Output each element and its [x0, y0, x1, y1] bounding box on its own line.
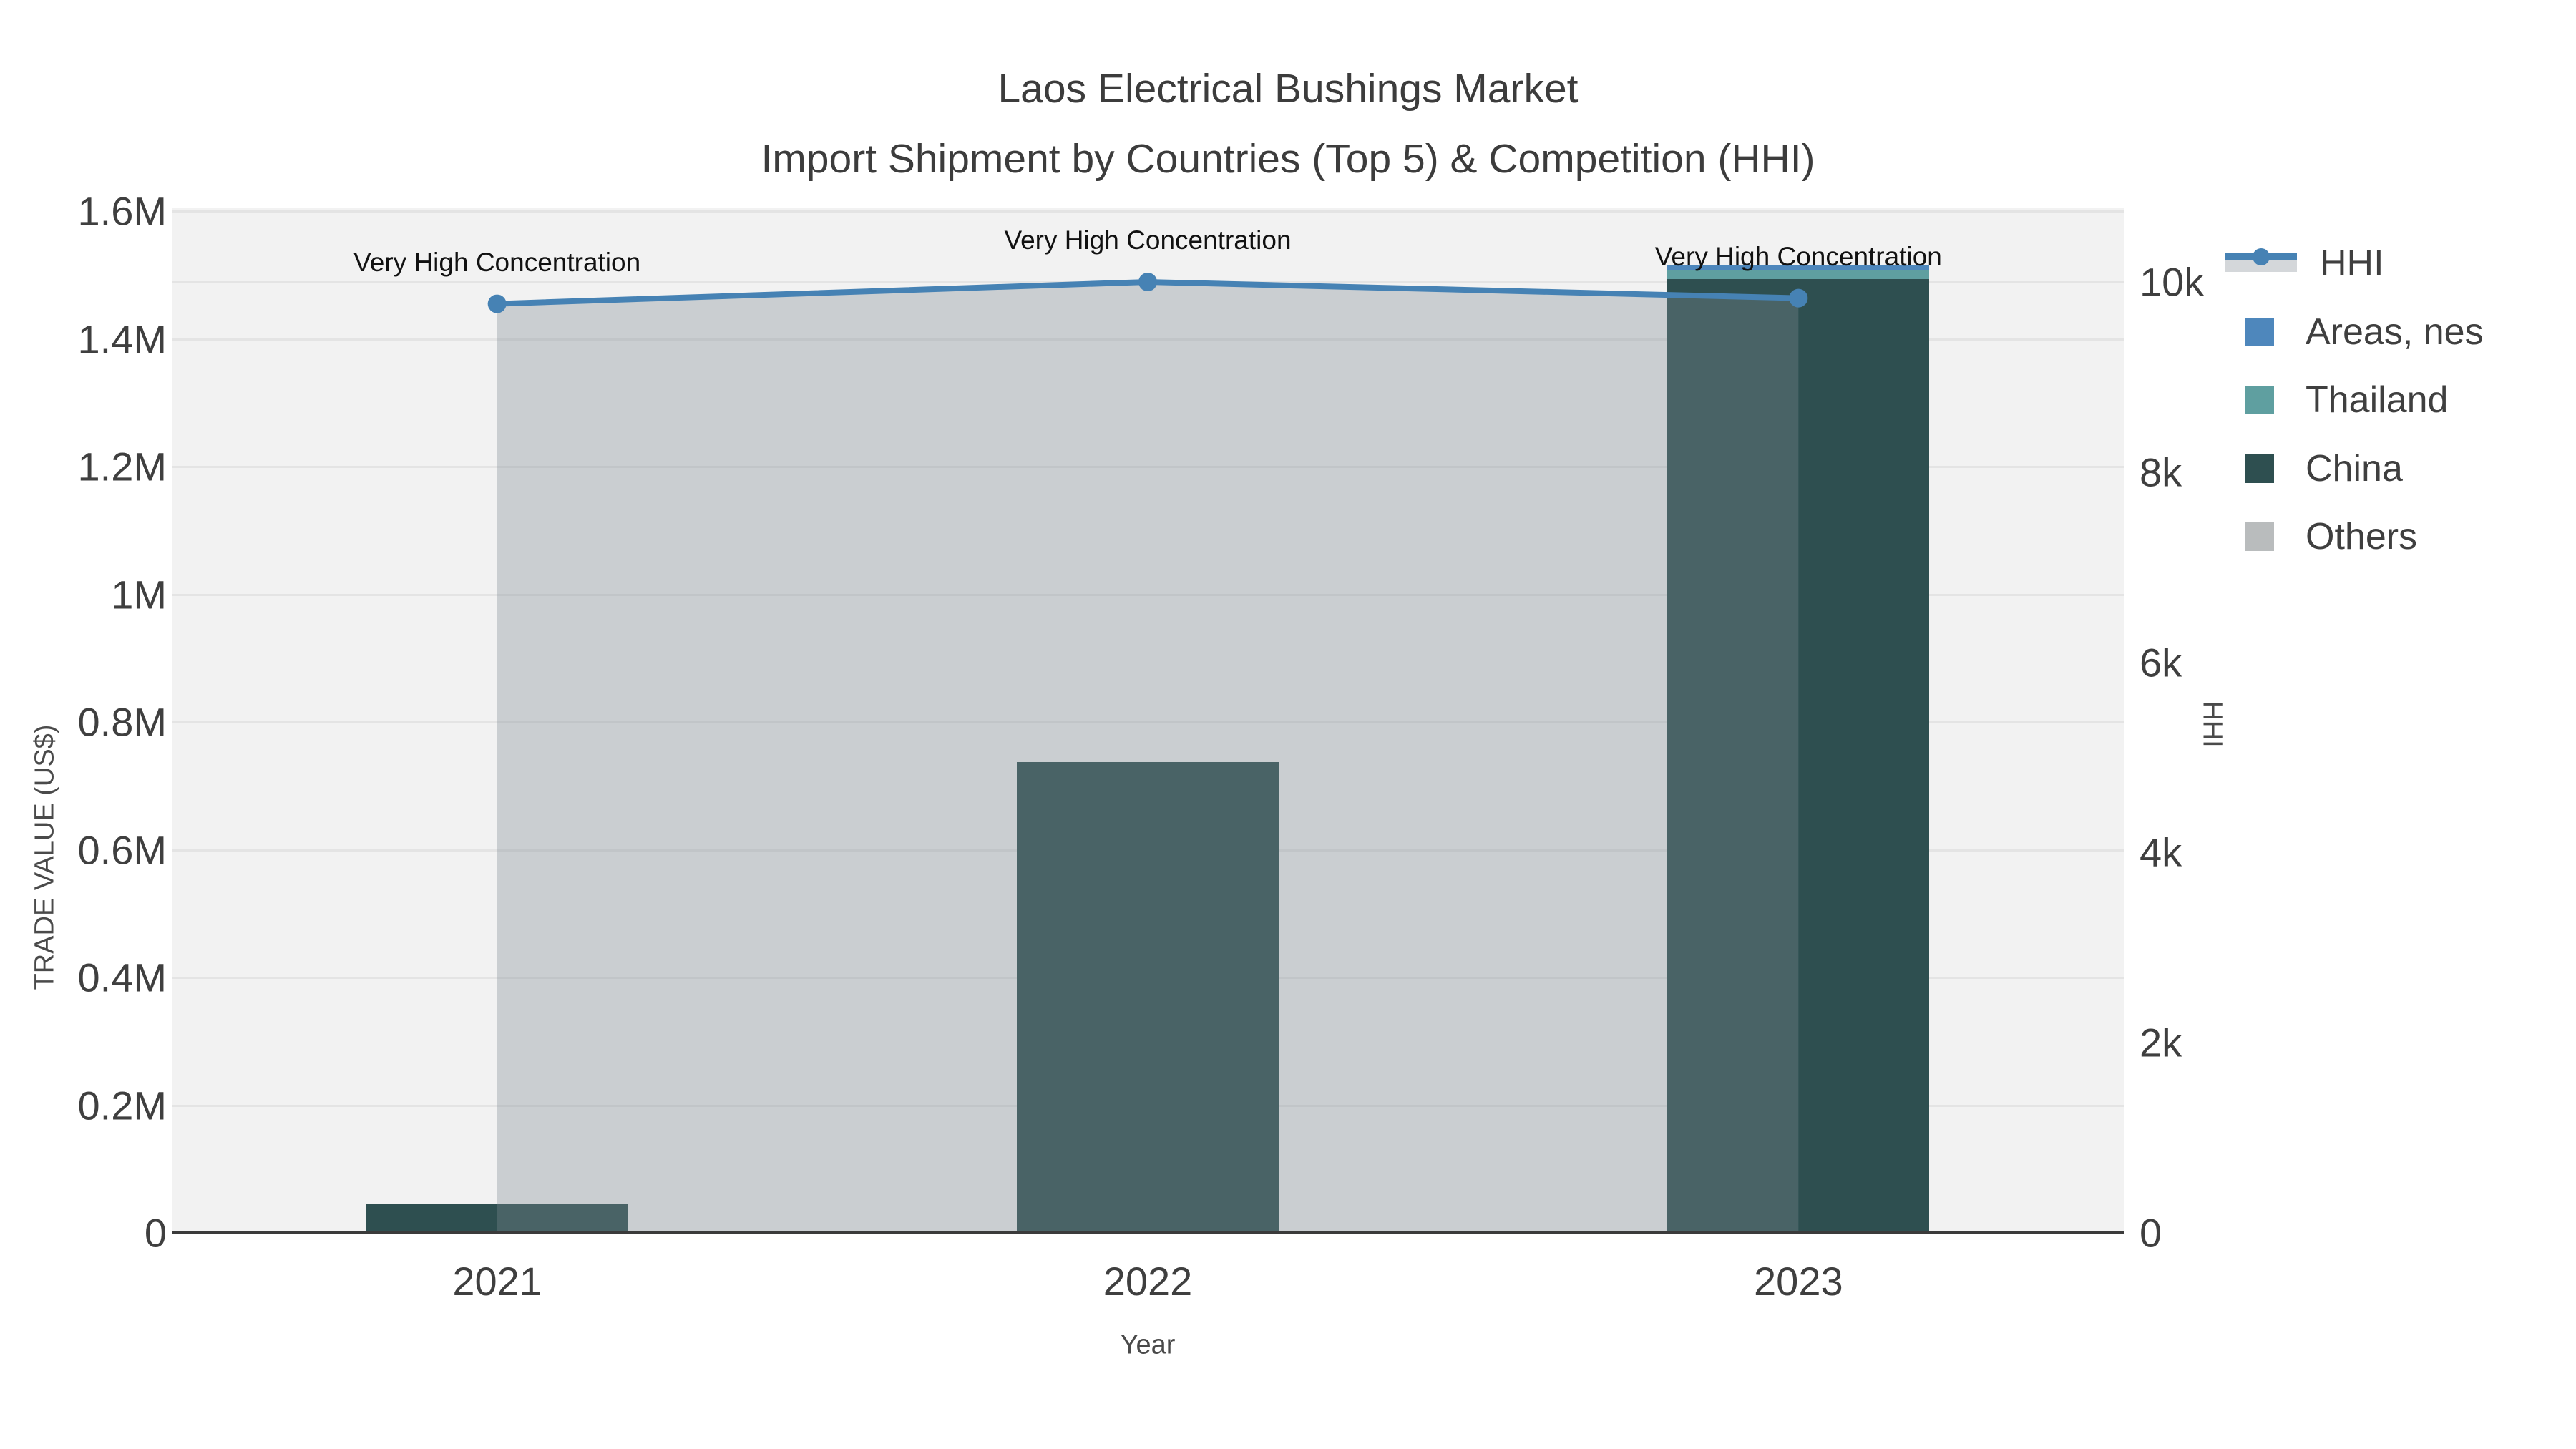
legend-item-thailand[interactable]: Thailand [2225, 379, 2449, 421]
hhi-marker-2022 [1138, 273, 1157, 291]
chart-header: Laos Electrical Bushings Market Import S… [0, 63, 2576, 185]
hhi-marker-2021 [487, 294, 507, 313]
hhi-legend-swatch-icon [2225, 248, 2297, 273]
left-axis-tick: 1.2M [77, 444, 167, 489]
left-axis-tick: 0.2M [77, 1083, 167, 1128]
chart-subtitle: Import Shipment by Countries (Top 5) & C… [761, 136, 1815, 182]
legend-item-areas-nes[interactable]: Areas, nes [2225, 311, 2484, 353]
legend-label: China [2306, 448, 2403, 489]
hhi-area-fill [497, 282, 1799, 1233]
legend-label: Others [2306, 516, 2418, 557]
legend-item-others[interactable]: Others [2225, 516, 2418, 557]
bar-segment-areas-nes-2023 [1667, 264, 1930, 270]
gridline [172, 721, 2124, 723]
hhi-marker-2023 [1789, 288, 1808, 308]
right-axis-tick: 0 [2140, 1210, 2162, 1256]
legend-label: HHI [2320, 243, 2384, 284]
legend-item-hhi[interactable]: HHI [2225, 243, 2384, 284]
left-axis-tick: 1M [111, 572, 167, 617]
gridline [172, 210, 2124, 213]
x-axis-title: Year [1120, 1330, 1176, 1360]
left-axis-title: TRADE VALUE (US$) [29, 724, 60, 990]
plot-area: Very High Concentration Very High Concent… [172, 208, 2124, 1233]
annotation-label-2023: Very High Concentration [1654, 241, 1942, 271]
gridline [172, 593, 2124, 596]
bar-segment-thailand-2023 [1667, 270, 1930, 279]
left-axis-tick: 0 [144, 1210, 167, 1256]
x-axis-tick-2023: 2023 [1754, 1259, 1843, 1304]
right-axis-tick: 10k [2140, 259, 2205, 305]
left-axis-tick: 0.8M [77, 699, 167, 745]
legend-swatch-icon [2245, 454, 2274, 483]
legend-swatch-icon [2245, 386, 2274, 414]
gridline [172, 338, 2124, 341]
right-axis-tick: 4k [2140, 829, 2182, 875]
legend-swatch-icon [2245, 318, 2274, 346]
bar-segment-china-2021 [366, 1203, 628, 1233]
bar-segment-china-2022 [1017, 762, 1279, 1233]
gridline [172, 466, 2124, 468]
hhi-line-layer [487, 273, 1808, 1233]
right-axis-tick: 2k [2140, 1020, 2182, 1065]
annotation-label-2022: Very High Concentration [1004, 225, 1292, 255]
legend-label: Thailand [2306, 379, 2449, 421]
left-axis-tick: 0.4M [77, 955, 167, 1000]
legend-item-china[interactable]: China [2225, 448, 2403, 489]
left-axis-tick: 1.4M [77, 316, 167, 361]
legend-swatch-icon [2245, 522, 2274, 551]
x-axis-line [172, 1231, 2124, 1234]
right-axis-tick: 8k [2140, 449, 2182, 495]
x-axis-tick-2021: 2021 [452, 1259, 542, 1304]
bar-segment-china-2023 [1667, 278, 1930, 1233]
annotation-label-2021: Very High Concentration [353, 247, 641, 277]
left-axis-tick: 1.6M [77, 188, 167, 234]
x-axis-tick-2022: 2022 [1103, 1259, 1193, 1304]
right-axis-title: HHI [2197, 701, 2228, 748]
legend-label: Areas, nes [2306, 311, 2484, 353]
right-axis-tick: 6k [2140, 640, 2182, 686]
chart-title: Laos Electrical Bushings Market [997, 66, 1579, 112]
left-axis-tick: 0.6M [77, 827, 167, 872]
